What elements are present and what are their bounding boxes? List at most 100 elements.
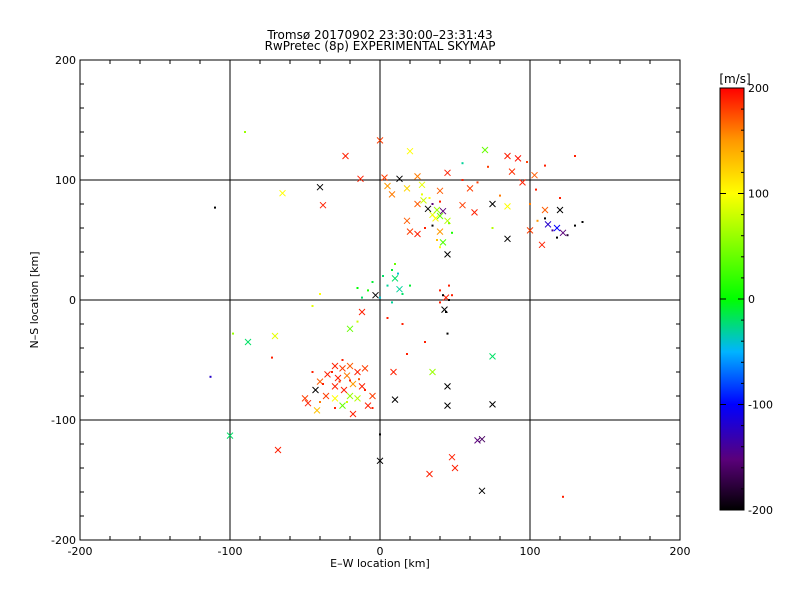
data-point-cross xyxy=(444,402,451,409)
data-point-cross xyxy=(459,201,466,209)
data-point-cross xyxy=(271,332,279,340)
data-point-cross xyxy=(324,371,331,378)
colorbar-tick-label: 200 xyxy=(748,82,769,95)
data-point-cross xyxy=(481,146,489,154)
data-point-cross xyxy=(342,152,349,160)
data-point-cross xyxy=(556,206,564,214)
data-point-dot xyxy=(334,407,336,409)
data-point-cross xyxy=(424,205,432,213)
data-point-cross xyxy=(553,224,561,232)
x-tick-label: -100 xyxy=(218,545,243,558)
data-point-cross xyxy=(313,407,321,414)
data-point-cross xyxy=(514,155,522,162)
data-points xyxy=(209,131,584,498)
colorbar-tick-label: 0 xyxy=(748,293,755,306)
x-tick-label: 0 xyxy=(377,545,384,558)
data-point-cross xyxy=(531,171,538,179)
data-point-cross xyxy=(414,173,421,180)
y-tick-label: 200 xyxy=(55,54,76,67)
data-point-dot xyxy=(476,181,479,184)
y-tick-label: -100 xyxy=(51,414,76,427)
data-point-cross xyxy=(244,338,252,346)
data-point-dot xyxy=(244,131,246,133)
data-point-dot xyxy=(319,293,321,295)
data-point-dot xyxy=(401,293,404,295)
data-point-cross xyxy=(406,228,414,235)
x-axis-label: E–W location [km] xyxy=(330,557,430,570)
data-point-cross xyxy=(439,239,447,246)
data-point-dot xyxy=(358,378,360,381)
data-point-cross xyxy=(436,228,444,235)
data-point-cross xyxy=(396,175,403,183)
data-point-cross xyxy=(391,275,399,282)
data-point-dot xyxy=(428,197,431,199)
data-point-dot xyxy=(341,359,344,361)
data-point-cross xyxy=(504,203,511,210)
data-point-dot xyxy=(439,246,441,249)
data-point-dot xyxy=(487,165,489,168)
data-point-dot xyxy=(397,272,399,275)
colorbar-label: [m/s] xyxy=(719,72,750,86)
data-point-cross xyxy=(304,399,312,407)
data-point-dot xyxy=(526,161,528,163)
data-point-cross xyxy=(396,285,403,293)
data-point-cross xyxy=(403,217,411,225)
data-point-dot xyxy=(544,217,546,220)
data-point-cross xyxy=(376,137,384,144)
data-point-dot xyxy=(559,197,561,199)
data-point-dot xyxy=(349,379,351,382)
grid-lines xyxy=(80,60,680,540)
data-point-dot xyxy=(361,296,363,299)
data-point-cross xyxy=(444,251,451,258)
data-point-cross xyxy=(526,227,534,234)
data-point-dot xyxy=(421,193,423,196)
data-point-dot xyxy=(371,281,374,283)
data-point-cross xyxy=(339,365,346,372)
data-point-cross xyxy=(436,212,444,220)
data-point-dot xyxy=(394,263,396,265)
data-point-cross xyxy=(541,206,549,214)
data-point-dot xyxy=(461,179,464,181)
data-point-dot xyxy=(535,188,537,191)
data-point-cross xyxy=(331,383,339,390)
x-axis-ticks: -200 -100 0 100 200 xyxy=(68,60,691,558)
data-point-dot xyxy=(319,401,321,403)
data-point-cross xyxy=(339,402,346,409)
data-point-cross xyxy=(451,464,459,472)
data-point-dot xyxy=(574,224,576,227)
data-point-cross xyxy=(432,215,439,222)
y-axis-ticks: -200 -100 0 100 200 xyxy=(51,54,680,547)
data-point-dot xyxy=(311,305,314,307)
data-point-cross xyxy=(346,325,354,333)
data-point-dot xyxy=(311,371,314,373)
data-point-cross xyxy=(504,152,511,160)
data-point-cross xyxy=(349,410,357,418)
data-point-cross xyxy=(316,183,324,191)
y-tick-label: 100 xyxy=(55,174,76,187)
data-point-dot xyxy=(346,401,348,403)
data-point-dot xyxy=(331,371,333,373)
data-point-dot xyxy=(391,301,393,304)
colorbar-tick-label: -100 xyxy=(748,399,773,412)
data-point-cross xyxy=(279,189,286,197)
data-point-dot xyxy=(338,380,341,383)
data-point-cross xyxy=(508,168,516,175)
data-point-cross xyxy=(478,435,486,443)
x-tick-label: -200 xyxy=(68,545,93,558)
x-tick-label: 200 xyxy=(670,545,691,558)
data-point-cross xyxy=(436,187,444,195)
data-point-cross xyxy=(504,235,511,243)
data-point-dot xyxy=(439,301,441,304)
data-point-dot xyxy=(491,227,494,229)
data-point-cross xyxy=(439,207,447,215)
data-point-dot xyxy=(451,231,453,234)
data-point-dot xyxy=(448,222,450,225)
y-tick-label: -200 xyxy=(51,534,76,547)
data-point-dot xyxy=(424,227,426,229)
x-tick-label: 100 xyxy=(520,545,541,558)
data-point-cross xyxy=(390,368,397,376)
data-point-dot xyxy=(379,433,381,436)
data-point-dot xyxy=(424,341,426,343)
data-point-dot xyxy=(364,389,366,391)
data-point-dot xyxy=(499,194,501,197)
